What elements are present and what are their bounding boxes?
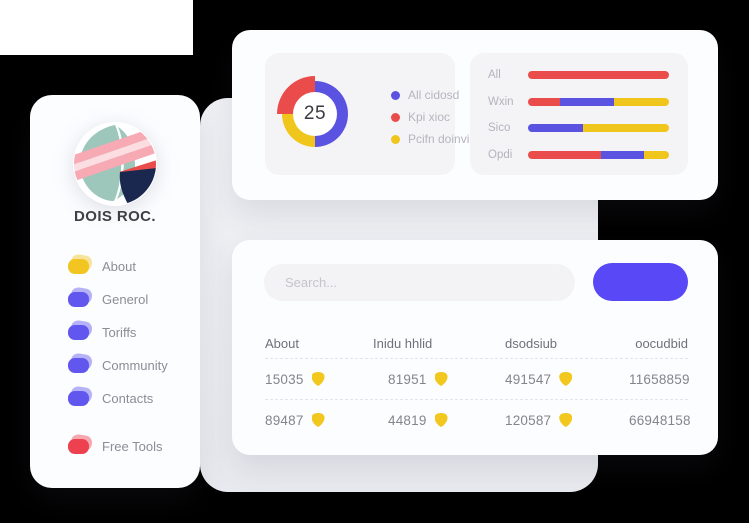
sidebar-item-about[interactable]: About [68, 250, 168, 283]
legend-label: Pcifn doinvi [408, 132, 470, 146]
sidebar-item-label: About [102, 259, 136, 274]
sidebar-item-label: Community [102, 358, 168, 373]
bar-row-label: All [488, 69, 501, 82]
bar-segment [601, 150, 644, 159]
bar-track [528, 124, 669, 133]
blob-icon [68, 286, 94, 307]
table-row: 15035 81951 491547 11658859 [265, 359, 690, 400]
sidebar-item-label: Contacts [102, 391, 154, 406]
bar-segment [528, 97, 561, 106]
cell-value: 11658859 [629, 371, 690, 387]
badge-icon [312, 413, 325, 427]
bar-track [528, 150, 669, 159]
donut-legend: All cidosd Kpi xioc Pcifn doinvi [391, 84, 469, 150]
badge-icon [559, 413, 572, 427]
bar-segment [582, 124, 669, 133]
table-cell: 89487 [265, 413, 373, 428]
bar-row: Wxin [470, 89, 688, 116]
sidebar: DOIS ROC. About Generol Toriffs Communit… [30, 95, 200, 488]
bar-segment [614, 97, 669, 106]
table-cell: 11658859 [629, 372, 690, 387]
column-header-oocudbid: oocudbid [635, 335, 688, 351]
bar-row-label: Opdi [488, 148, 513, 161]
table-cell: 120587 [505, 413, 629, 428]
column-header-inidu-hhlid: Inidu hhlid [373, 335, 433, 351]
badge-icon [312, 372, 325, 386]
table-card: About Inidu hhlid dsodsiub oocudbid 1503… [232, 240, 718, 455]
badge-icon [435, 372, 448, 386]
cell-value: 81951 [388, 371, 427, 387]
bar-row-label: Sico [488, 122, 511, 135]
column-header-about: About [265, 335, 299, 351]
blob-icon [68, 319, 94, 340]
primary-button[interactable] [593, 263, 688, 301]
blob-icon [68, 385, 94, 406]
bar-segment [560, 97, 614, 106]
bar-row: Sico [470, 115, 688, 142]
legend-label: Kpi xioc [408, 110, 451, 124]
table-cell: 44819 [373, 413, 505, 428]
cell-value: 89487 [265, 412, 304, 428]
sidebar-item-contacts[interactable]: Contacts [68, 382, 168, 415]
badge-icon [559, 372, 572, 386]
data-table: About Inidu hhlid dsodsiub oocudbid 1503… [265, 328, 691, 440]
cell-value: 15035 [265, 371, 304, 387]
table-row: 89487 44819 120587 66948158 [265, 400, 691, 440]
sidebar-item-toriffs[interactable]: Toriffs [68, 316, 168, 349]
sidebar-menu: About Generol Toriffs Community Contacts… [68, 250, 168, 463]
donut-center-value: 25 [293, 92, 337, 136]
brand-logo [73, 122, 157, 206]
table-header-row: About Inidu hhlid dsodsiub oocudbid [265, 328, 688, 359]
legend-label: All cidosd [408, 88, 460, 102]
badge-icon [435, 413, 448, 427]
stats-card: 25 All cidosd Kpi xioc Pcifn doinvi [232, 30, 718, 200]
table-cell: 81951 [373, 372, 505, 387]
table-cell: 491547 [505, 372, 629, 387]
sidebar-item-community[interactable]: Community [68, 349, 168, 382]
bar-row: Opdi [470, 142, 688, 169]
cell-value: 491547 [505, 371, 552, 387]
legend-item: Pcifn doinvi [391, 128, 469, 150]
sidebar-item-label: Free Tools [102, 439, 163, 454]
table-cell: 66948158 [629, 413, 691, 428]
bar-segment [528, 150, 602, 159]
legend-dot [391, 112, 400, 122]
bar-chart-panel: All Wxin Sico Opdi [470, 53, 688, 175]
blob-icon [68, 352, 94, 373]
table-cell: 15035 [265, 372, 373, 387]
legend-dot [391, 134, 400, 144]
background-sheet [0, 0, 193, 55]
brand-name: DOIS ROC. [74, 208, 156, 225]
search-input[interactable] [264, 263, 575, 301]
sidebar-item-label: Generol [102, 292, 149, 307]
legend-item: All cidosd [391, 84, 469, 106]
search-row [264, 263, 688, 301]
cell-value: 44819 [388, 412, 427, 428]
bar-row: All [470, 62, 688, 89]
bar-track [528, 71, 669, 80]
bar-row-label: Wxin [488, 95, 514, 108]
sidebar-item-free-tools[interactable]: Free Tools [68, 430, 168, 463]
bar-segment [528, 71, 669, 80]
bar-segment [643, 150, 669, 159]
sidebar-item-generol[interactable]: Generol [68, 283, 168, 316]
sidebar-item-label: Toriffs [102, 325, 137, 340]
bar-track [528, 97, 669, 106]
legend-dot [391, 90, 400, 100]
legend-item: Kpi xioc [391, 106, 469, 128]
cell-value: 66948158 [629, 412, 691, 428]
cell-value: 120587 [505, 412, 552, 428]
donut-chart-panel: 25 All cidosd Kpi xioc Pcifn doinvi [265, 53, 469, 175]
blob-icon [68, 253, 94, 274]
bar-segment [528, 124, 583, 133]
donut-chart: 25 [277, 76, 353, 152]
column-header-dsodsiub: dsodsiub [505, 335, 558, 351]
blob-icon [68, 433, 94, 454]
